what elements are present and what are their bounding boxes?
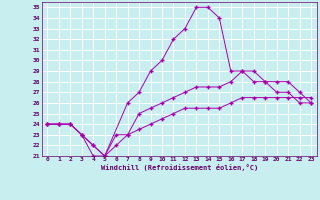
X-axis label: Windchill (Refroidissement éolien,°C): Windchill (Refroidissement éolien,°C): [100, 164, 258, 171]
